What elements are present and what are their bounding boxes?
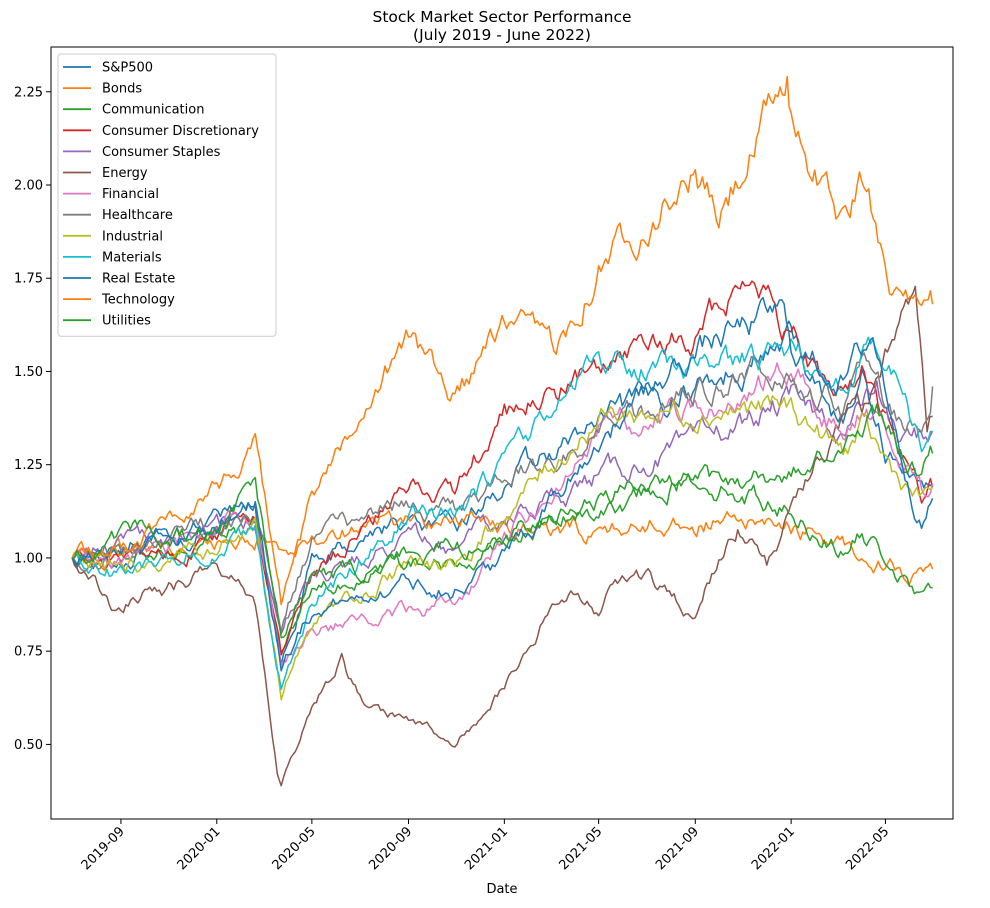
legend-entry: Financial [102,187,159,202]
legend-entry: Technology [101,293,175,308]
chart-subtitle: (July 2019 - June 2022) [413,26,591,44]
x-tick-label: 2020-01 [175,824,224,873]
legend-entry: S&P500 [102,61,153,76]
y-tick-label: 2.00 [14,178,43,193]
series-line-energy [71,285,933,787]
series-line-utilities [72,403,934,639]
x-tick-label: 2021-05 [556,824,605,873]
legend-entry: Industrial [102,229,163,244]
x-axis: 2019-09 2020-01 2020-05 2020-09 2021-01 2021-… [79,819,892,897]
y-tick-label: 0.50 [14,738,43,753]
series-line-financial [71,362,934,667]
series-line-industrial [71,394,934,701]
series-line-consumer-discretionary [71,280,934,656]
legend-box [57,53,277,337]
legend-entry: Real Estate [102,272,175,287]
x-tick-label: 2022-01 [749,824,798,873]
chart-title-group: Stock Market Sector Performance(July 201… [372,8,631,44]
legend-entry: Healthcare [102,208,173,223]
y-axis: 0.50 0.75 1.00 1.25 1.50 1.75 2.00 2.25 [14,85,51,753]
x-axis-label: Date [486,882,517,897]
y-tick-label: 1.75 [14,272,43,287]
y-tick-label: 2.25 [14,85,43,100]
x-tick-label: 2021-09 [653,824,702,873]
legend-entry: Consumer Discretionary [102,124,259,139]
plot-frame [50,46,954,820]
legend-entry: Communication [102,103,204,118]
series-line-real-estate [71,296,934,672]
legend-entry: Energy [102,166,148,181]
series-line-s-p500 [71,320,934,666]
y-tick-label: 0.75 [14,645,43,660]
y-tick-label: 1.25 [14,458,43,473]
legend-entry: Materials [102,250,162,265]
legend: S&P500 Bonds Communication Consumer Discret… [57,53,277,337]
x-tick-label: 2020-05 [270,824,319,873]
series-line-bonds [71,510,934,587]
series-line-technology [71,75,934,606]
y-tick-label: 1.00 [14,551,43,566]
chart-title: Stock Market Sector Performance [372,8,631,26]
plot-area [50,46,954,820]
legend-entry: Consumer Staples [102,145,221,160]
y-tick-label: 1.50 [14,365,43,380]
series-line-materials [72,336,933,691]
x-tick-label: 2021-01 [462,824,511,873]
x-tick-label: 2022-05 [843,824,892,873]
legend-entry: Bonds [102,82,142,97]
x-tick-label: 2020-09 [366,824,415,873]
series-line-consumer-staples [71,380,934,635]
legend-entry: Utilities [102,314,151,329]
x-tick-label: 2019-09 [79,824,128,873]
